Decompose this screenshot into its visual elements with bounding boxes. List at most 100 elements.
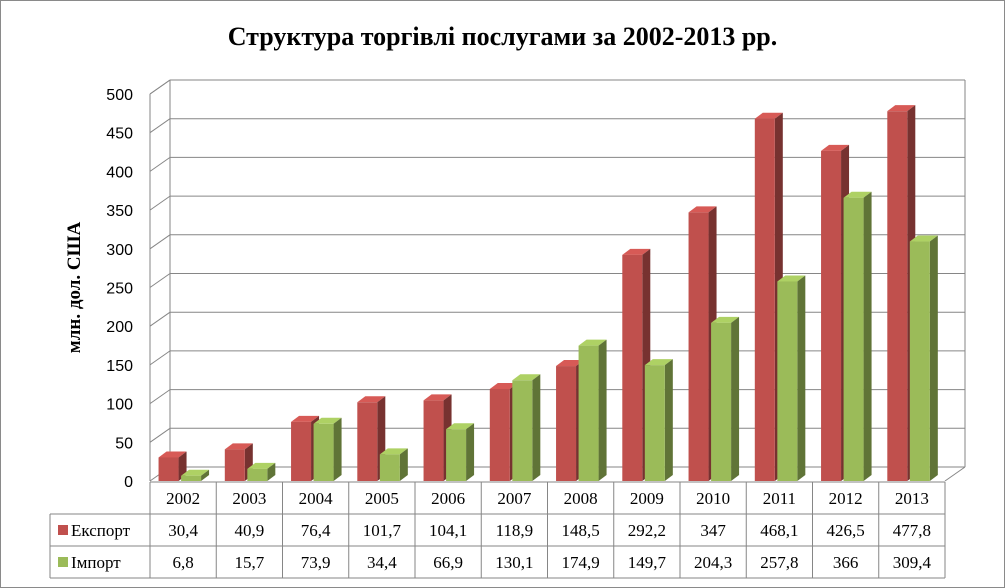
bar-Експорт-2002: [158, 457, 179, 481]
legend-key-Імпорт: [58, 557, 68, 567]
bar-top-Імпорт: [181, 469, 210, 476]
grid-diagonal: [149, 389, 171, 405]
bar-side-Імпорт: [532, 374, 541, 481]
bar-Імпорт-2011: [777, 281, 798, 481]
grid-diagonal: [149, 118, 171, 134]
data-label: 204,3: [694, 553, 732, 572]
y-tick-label: 150: [106, 358, 133, 375]
bar-Експорт-2004: [291, 421, 312, 481]
bar-Експорт-2003: [224, 449, 245, 481]
data-label: 104,1: [429, 521, 467, 540]
y-tick-label: 50: [115, 435, 133, 452]
data-label: 149,7: [628, 553, 667, 572]
bar-top-Імпорт: [777, 275, 806, 282]
side-wall-top: [149, 79, 171, 95]
bar-side-Імпорт: [863, 191, 872, 481]
y-tick-label: 200: [106, 319, 133, 336]
bar-top-Експорт: [423, 394, 452, 401]
floor-right-edge: [944, 466, 966, 482]
grid-diagonal: [149, 156, 171, 172]
bar-Імпорт-2004: [313, 423, 334, 481]
x-tick-label: 2010: [696, 489, 730, 508]
bar-top-Імпорт: [512, 374, 541, 381]
grid-diagonal: [149, 195, 171, 211]
data-label: 257,8: [760, 553, 798, 572]
data-label: 66,9: [433, 553, 463, 572]
data-label: 426,5: [827, 521, 865, 540]
bar-top-Імпорт: [909, 235, 938, 242]
bar-Імпорт-2002: [181, 475, 202, 481]
y-tick-label: 250: [106, 281, 133, 298]
bar-top-Експорт: [622, 248, 651, 255]
bar-Експорт-2007: [489, 388, 510, 481]
y-tick-label: 0: [124, 474, 133, 491]
bar-side-Імпорт: [267, 462, 276, 481]
x-tick-label: 2006: [431, 489, 465, 508]
legend-key-Експорт: [58, 525, 68, 535]
bar-top-Імпорт: [711, 316, 740, 323]
bar-top-Імпорт: [644, 359, 673, 366]
data-label: 347: [700, 521, 726, 540]
x-tick-label: 2008: [564, 489, 598, 508]
y-tick-label: 450: [106, 126, 133, 143]
bar-top-Імпорт: [446, 423, 475, 430]
data-label: 34,4: [367, 553, 397, 572]
bar-side-Імпорт: [664, 359, 673, 481]
bar-side-Імпорт: [797, 275, 806, 481]
grid-diagonal: [149, 427, 171, 443]
bar-Експорт-2005: [357, 402, 378, 481]
data-label: 101,7: [363, 521, 402, 540]
bar-Імпорт-2007: [512, 380, 533, 481]
data-label: 148,5: [562, 521, 600, 540]
y-tick-label: 500: [106, 87, 133, 104]
x-tick-label: 2011: [763, 489, 796, 508]
data-label: 366: [833, 553, 859, 572]
bar-side-Імпорт: [201, 469, 210, 481]
bar-top-Імпорт: [313, 417, 342, 424]
y-tick-label: 100: [106, 397, 133, 414]
bar-top-Експорт: [688, 206, 717, 213]
bar-side-Імпорт: [399, 448, 408, 481]
chart-title: Структура торгівлі послугами за 2002-201…: [227, 22, 778, 51]
x-tick-label: 2007: [497, 489, 532, 508]
data-label: 174,9: [562, 553, 600, 572]
bar-Експорт-2010: [688, 212, 709, 481]
bar-top-Експорт: [821, 144, 850, 151]
bar-top-Експорт: [224, 443, 253, 450]
x-tick-label: 2002: [166, 489, 200, 508]
data-label: 15,7: [235, 553, 265, 572]
bar-Імпорт-2008: [578, 345, 599, 481]
x-tick-label: 2005: [365, 489, 399, 508]
bar-top-Експорт: [158, 451, 187, 458]
bar-side-Імпорт: [731, 316, 740, 481]
bar-Експорт-2012: [821, 150, 842, 481]
x-tick-label: 2003: [232, 489, 266, 508]
data-label: 477,8: [893, 521, 931, 540]
bar-side-Імпорт: [333, 417, 342, 481]
bar-Експорт-2008: [556, 366, 577, 481]
bar-Імпорт-2010: [711, 322, 732, 481]
data-label: 40,9: [235, 521, 265, 540]
data-label: 468,1: [760, 521, 798, 540]
bar-Імпорт-2009: [644, 365, 665, 481]
legend-label: Експорт: [71, 521, 131, 540]
y-tick-label: 300: [106, 242, 133, 259]
x-tick-label: 2012: [829, 489, 863, 508]
bar-side-Імпорт: [598, 339, 607, 481]
bar-top-Експорт: [556, 360, 585, 367]
bar-top-Експорт: [489, 382, 518, 389]
bar-top-Експорт: [754, 112, 783, 119]
data-label: 6,8: [173, 553, 194, 572]
grid-diagonal: [149, 350, 171, 366]
data-label: 309,4: [893, 553, 932, 572]
data-label: 76,4: [301, 521, 331, 540]
bar-Імпорт-2003: [247, 468, 268, 481]
bar-top-Імпорт: [379, 448, 408, 455]
bar-Імпорт-2006: [446, 429, 467, 481]
legend-label: Імпорт: [71, 553, 121, 572]
bar-side-Імпорт: [466, 423, 475, 481]
bar-top-Імпорт: [247, 462, 276, 469]
y-axis-label: млн. дол. США: [64, 222, 85, 354]
bar-top-Експорт: [357, 396, 386, 403]
